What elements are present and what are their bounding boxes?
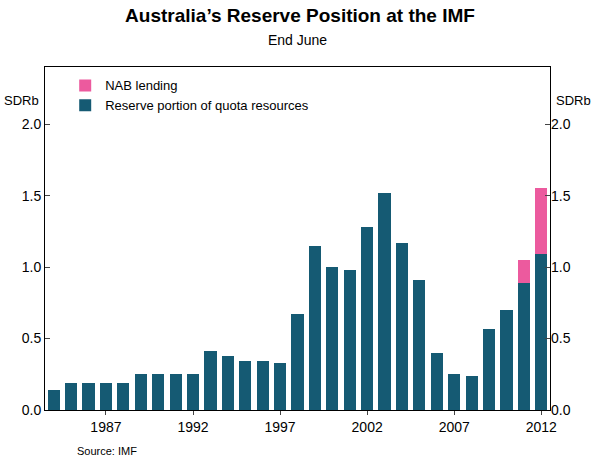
svg-text:2007: 2007 [439,419,470,435]
svg-text:2012: 2012 [526,419,557,435]
svg-text:SDRb: SDRb [4,93,39,108]
svg-text:Australia’s Reserve Position a: Australia’s Reserve Position at the IMF [125,5,475,26]
svg-text:1.5: 1.5 [551,188,571,204]
svg-text:0.5: 0.5 [22,330,42,346]
svg-text:Reserve portion of quota resou: Reserve portion of quota resources [105,98,309,113]
svg-text:0.5: 0.5 [551,330,571,346]
svg-text:1.0: 1.0 [22,259,42,275]
svg-text:2.0: 2.0 [551,116,571,132]
svg-text:Source: IMF: Source: IMF [77,445,137,457]
svg-text:SDRb: SDRb [556,93,591,108]
svg-text:NAB lending: NAB lending [105,78,177,93]
svg-text:1997: 1997 [265,419,296,435]
svg-text:1992: 1992 [177,419,208,435]
svg-text:1.5: 1.5 [22,188,42,204]
svg-text:1987: 1987 [90,419,121,435]
svg-text:2.0: 2.0 [22,116,42,132]
svg-text:2002: 2002 [352,419,383,435]
svg-text:0.0: 0.0 [551,402,571,418]
svg-text:0.0: 0.0 [22,402,42,418]
svg-text:1.0: 1.0 [551,259,571,275]
svg-text:End June: End June [268,32,327,48]
